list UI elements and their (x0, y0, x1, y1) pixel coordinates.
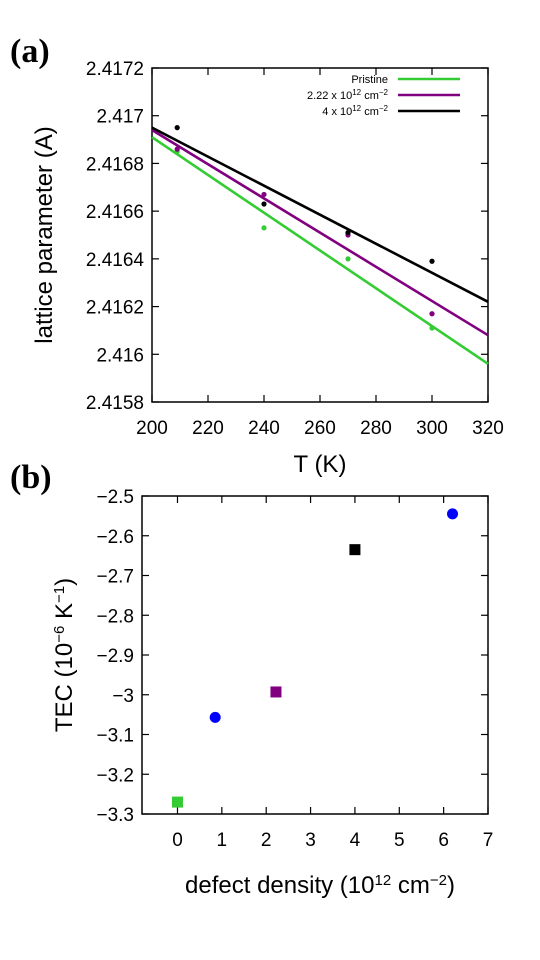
a-data-point (429, 311, 435, 317)
b-x-tick-label: 4 (350, 830, 361, 851)
b-x-tick-label: 6 (438, 830, 449, 851)
panel-a-ticks: 200 220 240 260 280 300 320 2.4158 2.416 2.4162 2.… (86, 59, 504, 439)
b-data-point-circle (447, 508, 459, 520)
a-legend-unit: cm (361, 106, 379, 118)
a-legend-base: 2.22 x 10 (307, 90, 352, 102)
a-legend-label-0: Pristine (351, 74, 388, 86)
panel-b-y-title-base: TEC (10 (51, 643, 78, 732)
b-y-tick-label: −2.6 (96, 527, 134, 548)
panel-b-y-title-close: ) (51, 578, 78, 586)
a-data-point (261, 225, 267, 231)
a-x-tick-label: 200 (136, 418, 168, 439)
a-legend-unit: cm (361, 90, 379, 102)
panel-b-x-title-exp: 12 (374, 872, 391, 889)
b-x-tick-label: 1 (217, 830, 228, 851)
a-y-tick-label: 2.4172 (86, 59, 144, 80)
b-x-tick-label: 5 (394, 830, 405, 851)
a-legend-base: 4 x 10 (322, 106, 352, 118)
panel-b-points (171, 508, 459, 808)
panel-b-label: (b) (10, 459, 52, 496)
panel-a: (a) 200 220 240 260 280 300 320 2.4158 2.416 2.41… (10, 33, 504, 478)
a-legend-exp: 12 (352, 104, 361, 113)
panel-a-label: (a) (10, 33, 50, 70)
a-legend-unit-exp: −2 (379, 88, 389, 97)
panel-a-points (174, 125, 435, 331)
b-data-point-square (349, 544, 361, 556)
a-data-point (429, 325, 435, 331)
b-x-tick-label: 0 (172, 830, 183, 851)
b-data-point-circle (209, 711, 221, 723)
panel-b-y-title-unit-exp: −1 (51, 586, 68, 603)
a-data-point (345, 230, 351, 236)
b-y-tick-label: −3.2 (96, 765, 134, 786)
a-data-point (261, 191, 267, 198)
panel-a-frame (151, 67, 489, 403)
a-data-point (261, 201, 267, 207)
a-x-tick-label: 220 (192, 418, 224, 439)
b-y-tick-label: −2.9 (96, 646, 134, 667)
a-x-tick-label: 280 (360, 418, 392, 439)
panel-b-x-title-unit: cm (391, 872, 430, 899)
b-x-tick-label: 3 (305, 830, 316, 851)
panel-b-frame (141, 495, 489, 815)
panel-b-ticks: 0 1 2 3 4 5 6 7 −3.3 −3.2 −3.1 −3 −2.9 −2.8 −2.7 −2.6 −2… (96, 487, 493, 851)
b-x-tick-label: 7 (483, 830, 494, 851)
a-legend-label-2: 4 x 1012 cm−2 (322, 104, 388, 119)
a-data-point (429, 258, 435, 264)
a-x-tick-label: 300 (416, 418, 448, 439)
a-fit-line-0 (151, 136, 489, 365)
panel-b-x-axis-title: defect density (1012 cm−2) (185, 872, 455, 900)
panel-b-x-title-base: defect density (10 (185, 872, 374, 899)
a-legend-base: Pristine (351, 74, 388, 86)
b-x-tick-label: 2 (261, 830, 272, 851)
a-y-tick-label: 2.417 (96, 107, 144, 128)
a-y-tick-label: 2.4164 (86, 250, 145, 271)
a-data-point (174, 146, 180, 152)
a-x-tick-label: 260 (304, 418, 336, 439)
b-data-point-square (270, 686, 282, 698)
a-data-point (174, 125, 180, 131)
b-y-tick-label: −2.8 (96, 606, 134, 627)
panel-a-fit-lines (151, 126, 489, 365)
a-y-tick-label: 2.416 (96, 345, 144, 366)
panel-a-y-axis-title: lattice parameter (A) (31, 126, 58, 343)
panel-b-y-title-exp: −6 (51, 626, 68, 643)
b-y-tick-label: −2.7 (96, 567, 134, 588)
panel-b-x-title-close: ) (447, 872, 455, 899)
panel-b: (b) 0 1 2 3 4 5 6 7−3.3−3.2−3.1−3−2.9−2.8−2.7−2… (10, 459, 493, 899)
panel-a-x-axis-title: T (K) (294, 451, 347, 478)
panel-b-y-title-unit: K (51, 603, 78, 626)
a-fit-line-1 (151, 128, 489, 337)
a-x-tick-label: 240 (248, 418, 280, 439)
a-legend-exp: 12 (352, 88, 361, 97)
a-fit-line-2 (151, 126, 489, 303)
b-y-tick-label: −3.3 (96, 805, 134, 826)
a-y-tick-label: 2.4158 (86, 393, 144, 414)
b-data-point-square (171, 796, 183, 808)
a-y-tick-label: 2.4166 (86, 202, 144, 223)
a-y-tick-label: 2.4168 (86, 154, 144, 175)
panel-b-y-axis-title: TEC (10−6 K−1) (51, 578, 79, 732)
a-data-point (345, 256, 351, 262)
a-y-tick-label: 2.4162 (86, 298, 144, 319)
a-legend-unit-exp: −2 (379, 104, 389, 113)
b-y-tick-label: −3 (112, 686, 134, 707)
a-x-tick-label: 320 (472, 418, 504, 439)
a-legend-label-1: 2.22 x 1012 cm−2 (307, 88, 389, 103)
b-y-tick-label: −3.1 (96, 726, 134, 747)
b-y-tick-label: −2.5 (96, 487, 134, 508)
panel-b-x-title-unit-exp: −2 (430, 872, 447, 889)
